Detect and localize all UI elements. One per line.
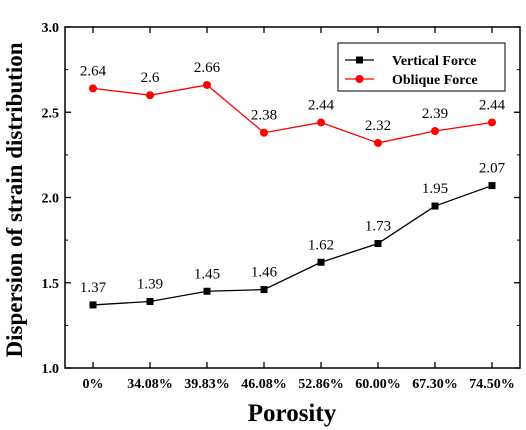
data-label-oblique-force: 2.44 xyxy=(308,97,335,113)
data-label-oblique-force: 2.64 xyxy=(80,63,107,79)
y-tick-label: 1.5 xyxy=(42,277,60,292)
data-label-oblique-force: 2.38 xyxy=(251,108,277,124)
x-axis-title: Porosity xyxy=(248,400,337,427)
data-label-vertical-force: 2.07 xyxy=(479,161,506,177)
data-point-vertical-force xyxy=(89,301,97,309)
y-axis-title: Dispersion of strain distribution xyxy=(2,42,27,357)
data-label-vertical-force: 1.39 xyxy=(137,277,163,293)
legend-marker-vertical xyxy=(356,56,363,64)
data-point-vertical-force xyxy=(317,258,325,266)
data-point-oblique-force xyxy=(488,118,496,127)
data-point-vertical-force xyxy=(146,298,154,306)
data-point-oblique-force xyxy=(431,127,439,136)
x-tick-label: 46.08% xyxy=(241,377,287,392)
data-label-vertical-force: 1.37 xyxy=(80,280,107,296)
x-axis: 0% 34.08% 39.83% 46.08% 52.86% 60.00% 67.30% 74… xyxy=(83,27,515,392)
data-point-vertical-force xyxy=(431,202,439,210)
data-label-vertical-force: 1.45 xyxy=(194,266,220,282)
legend-box xyxy=(337,42,506,92)
data-label-vertical-force: 1.46 xyxy=(251,265,278,281)
data-point-vertical-force xyxy=(488,182,496,190)
data-label-vertical-force: 1.95 xyxy=(422,181,448,197)
data-labels: 1.37 1.39 1.45 1.46 1.62 1.73 1.95 2.07 2.64 2.6 2… xyxy=(80,60,506,296)
data-point-vertical-force xyxy=(260,286,268,294)
y-axis: 1.0 1.5 2.0 2.5 3.0 xyxy=(42,21,520,377)
x-tick-label: 34.08% xyxy=(127,377,173,392)
x-tick-label: 39.83% xyxy=(184,377,230,392)
series-line-vertical-force xyxy=(92,184,493,306)
data-label-oblique-force: 2.32 xyxy=(365,118,391,134)
y-tick-label: 3.0 xyxy=(42,21,60,36)
data-label-vertical-force: 1.73 xyxy=(365,219,391,235)
legend: Vertical Force Oblique Force xyxy=(337,42,506,92)
data-point-oblique-force xyxy=(146,91,154,100)
legend-label-oblique: Oblique Force xyxy=(392,73,478,88)
x-tick-label: 67.30% xyxy=(412,377,458,392)
data-label-oblique-force: 2.44 xyxy=(479,97,506,113)
data-point-oblique-force xyxy=(260,128,268,137)
series-line-oblique-force xyxy=(92,84,493,144)
x-tick-label: 60.00% xyxy=(355,377,401,392)
data-point-oblique-force xyxy=(203,80,211,89)
data-point-oblique-force xyxy=(374,138,382,147)
data-point-oblique-force xyxy=(89,84,97,93)
x-tick-label: 0% xyxy=(83,377,104,392)
data-point-vertical-force xyxy=(374,240,382,248)
legend-label-vertical: Vertical Force xyxy=(392,54,476,69)
data-point-oblique-force xyxy=(317,118,325,127)
data-label-oblique-force: 2.39 xyxy=(422,106,448,122)
y-tick-label: 2.5 xyxy=(42,106,60,121)
series-layer xyxy=(89,80,496,309)
y-tick-label: 2.0 xyxy=(42,192,60,207)
data-label-vertical-force: 1.62 xyxy=(308,237,334,253)
legend-marker-oblique xyxy=(355,75,364,83)
data-label-oblique-force: 2.66 xyxy=(194,60,221,76)
x-tick-label: 52.86% xyxy=(298,377,344,392)
y-tick-label: 1.0 xyxy=(42,362,60,377)
data-point-vertical-force xyxy=(203,287,211,295)
x-tick-label: 74.50% xyxy=(469,377,515,392)
data-label-oblique-force: 2.6 xyxy=(141,70,160,86)
